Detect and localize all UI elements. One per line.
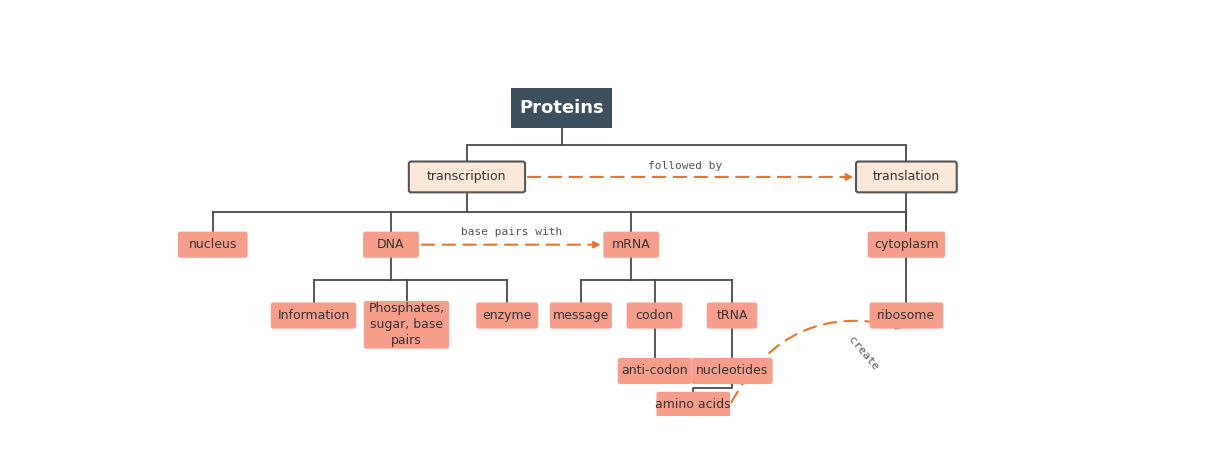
FancyBboxPatch shape: [691, 358, 773, 384]
Bar: [511, 88, 611, 127]
FancyBboxPatch shape: [409, 162, 525, 192]
Text: DNA: DNA: [377, 238, 405, 251]
Text: amino acids: amino acids: [655, 398, 731, 411]
FancyBboxPatch shape: [476, 303, 538, 329]
FancyBboxPatch shape: [363, 232, 418, 258]
Text: nucleus: nucleus: [188, 238, 236, 251]
FancyBboxPatch shape: [364, 301, 449, 349]
Text: base pairs with: base pairs with: [461, 227, 562, 237]
FancyBboxPatch shape: [177, 232, 247, 258]
Text: translation: translation: [873, 170, 939, 184]
FancyBboxPatch shape: [856, 162, 956, 192]
Text: followed by: followed by: [649, 161, 722, 171]
FancyBboxPatch shape: [870, 303, 943, 329]
FancyBboxPatch shape: [271, 303, 356, 329]
Text: create: create: [847, 335, 880, 373]
Text: tRNA: tRNA: [716, 309, 748, 322]
Text: transcription: transcription: [427, 170, 507, 184]
Text: Phosphates,
sugar, base
pairs: Phosphates, sugar, base pairs: [369, 302, 445, 347]
FancyBboxPatch shape: [656, 392, 730, 418]
Text: nucleotides: nucleotides: [696, 364, 768, 377]
Text: message: message: [552, 309, 609, 322]
Text: ribosome: ribosome: [877, 309, 936, 322]
FancyBboxPatch shape: [627, 303, 683, 329]
FancyBboxPatch shape: [603, 232, 660, 258]
FancyBboxPatch shape: [617, 358, 691, 384]
FancyBboxPatch shape: [867, 232, 946, 258]
Text: mRNA: mRNA: [611, 238, 650, 251]
Text: enzyme: enzyme: [482, 309, 532, 322]
FancyBboxPatch shape: [550, 303, 611, 329]
Text: Proteins: Proteins: [520, 99, 604, 117]
Text: anti-codon: anti-codon: [621, 364, 687, 377]
Text: codon: codon: [636, 309, 674, 322]
Text: cytoplasm: cytoplasm: [874, 238, 938, 251]
Text: Information: Information: [277, 309, 350, 322]
FancyBboxPatch shape: [707, 303, 757, 329]
